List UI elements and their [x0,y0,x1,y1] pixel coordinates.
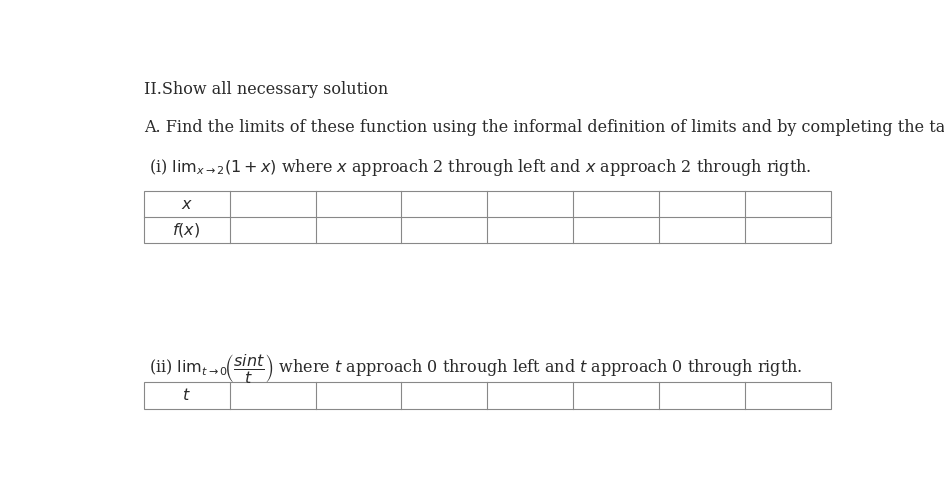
Text: $f(x)$: $f(x)$ [173,221,201,239]
Bar [143,382,832,409]
Text: $t$: $t$ [182,387,191,404]
Text: (i) $\mathrm{lim}_{x \to 2}(1 + x)$ where $x$ approach 2 through left and $x$ ap: (i) $\mathrm{lim}_{x \to 2}(1 + x)$ wher… [143,157,811,178]
Text: $x$: $x$ [180,196,193,213]
Text: A. Find the limits of these function using the informal definition of limits and: A. Find the limits of these function usi… [143,119,944,136]
Text: (ii) $\mathrm{lim}_{t \to 0}\!\left(\dfrac{sint}{t}\right)$ where $t$ approach 0: (ii) $\mathrm{lim}_{t \to 0}\!\left(\dfr… [143,352,802,385]
Bar [143,191,832,243]
Text: II.Show all necessary solution: II.Show all necessary solution [143,80,388,98]
